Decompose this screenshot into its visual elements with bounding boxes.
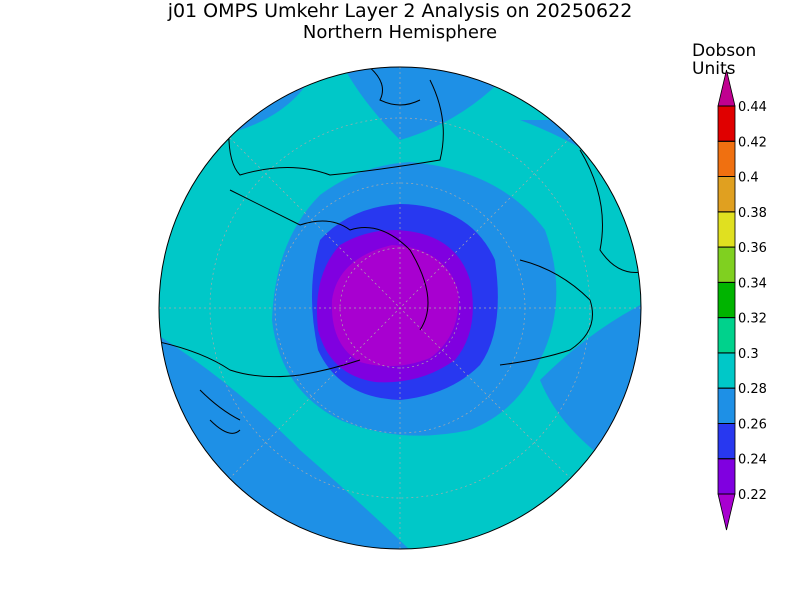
colorbar-label: Dobson (692, 41, 756, 61)
colorbar-segment (717, 352, 736, 389)
colorbar-segment (717, 317, 736, 354)
colorbar-tick-label: 0.38 (738, 206, 767, 221)
title: j01 OMPS Umkehr Layer 2 Analysis on 2025… (167, 0, 633, 22)
colorbar-segment (717, 140, 736, 177)
colorbar-segment (717, 105, 736, 142)
map (159, 67, 641, 549)
colorbar-segment (717, 423, 736, 460)
colorbar-tick-label: 0.24 (738, 453, 767, 468)
colorbar-tick-label: 0.42 (738, 135, 767, 150)
colorbar-segment (717, 458, 736, 495)
subtitle: Northern Hemisphere (303, 22, 497, 43)
colorbar-tick-label: 0.3 (738, 347, 759, 362)
colorbar-segment (717, 246, 736, 283)
colorbar-tick-label: 0.28 (738, 382, 767, 397)
colorbar-segment (717, 211, 736, 248)
colorbar-tick-label: 0.36 (738, 241, 767, 256)
colorbar-tick-label: 0.22 (738, 488, 767, 503)
colorbar: 0.22 0.24 0.26 0.28 0.3 0.32 0.34 0.36 0.38 0.4 0.… (717, 69, 767, 531)
colorbar-tick-label: 0.44 (738, 100, 767, 115)
colorbar-segment (717, 387, 736, 424)
colorbar-tick-label: 0.32 (738, 312, 767, 327)
colorbar-under (717, 493, 736, 531)
colorbar-segment (717, 281, 736, 319)
colorbar-tick-label: 0.34 (738, 276, 767, 291)
colorbar-label: Units (692, 59, 736, 79)
colorbar-segment (717, 176, 736, 213)
globe-outline (158, 66, 642, 550)
colorbar-tick-label: 0.4 (738, 171, 759, 186)
colorbar-tick-label: 0.26 (738, 417, 767, 432)
